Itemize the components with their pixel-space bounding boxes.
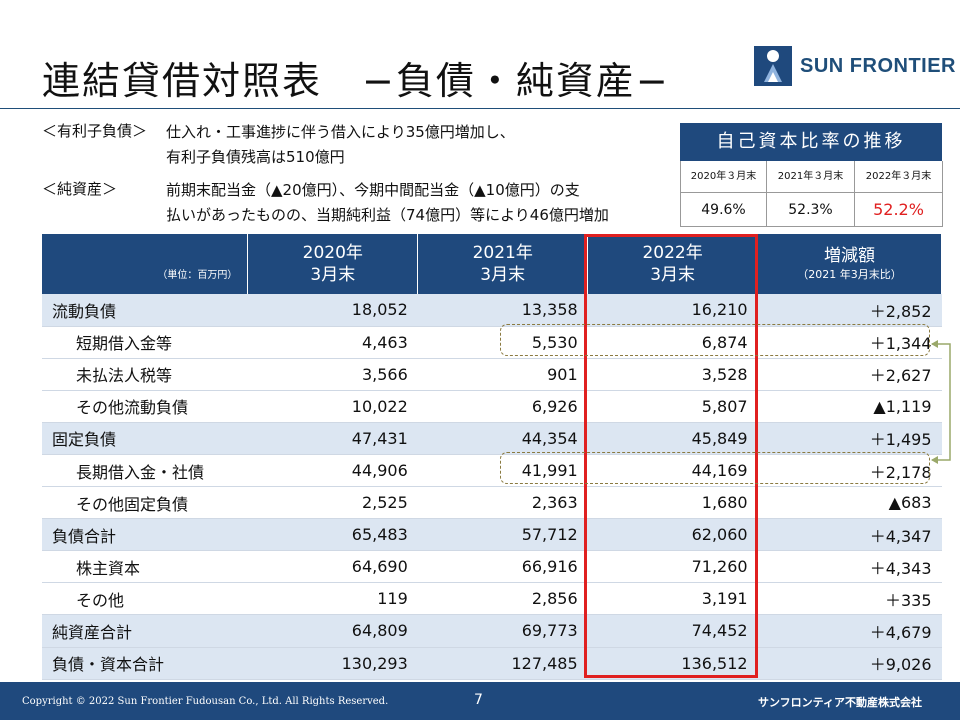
table-row: その他流動負債 10,022 6,926 5,807 ▲1,119 [42,390,942,423]
table-row: 純資産合計 64,809 69,773 74,452 ＋4,679 [42,614,942,648]
column-header-2022: 2022年 3月末 [587,234,759,294]
equity-note-label: ＜純資産＞ [42,180,118,198]
unit-label: （単位：百万円） [42,234,249,294]
table-row: 負債合計 65,483 57,712 62,060 ＋4,347 [42,518,942,552]
equity-ratio-years: 2020年３月末 2021年３月末 2022年３月末 [680,161,943,193]
company-name: サンフロンティア不動産株式会社 [757,696,922,709]
column-header-2020: 2020年 3月末 [247,234,419,294]
page-number: 7 [474,692,483,708]
ratio-value-highlight: 52.2% [855,193,943,227]
table-row: 固定負債 47,431 44,354 45,849 ＋1,495 [42,422,942,455]
equity-note-line1: 前期末配当金（▲20億円）、今期中間配当金（▲10億円）の支 [166,181,580,199]
equity-ratio-title: 自己資本比率の推移 [680,123,942,161]
debt-note-label: ＜有利子負債＞ [42,122,148,140]
logo-text: SUN FRONTIER [800,54,956,77]
balance-sheet-table: （単位：百万円） 2020年 3月末 2021年 3月末 2022年 3月末 増減額（… [42,234,942,680]
table-row: 流動負債 18,052 13,358 16,210 ＋2,852 [42,294,942,327]
footer-bar: Copyright © 2022 Sun Frontier Fudousan C… [0,682,960,720]
table-row: 未払法人税等 3,566 901 3,528 ＋2,627 [42,358,942,391]
debt-note-line1: 仕入れ・工事進捗に伴う借入により35億円増加し、 [166,123,515,141]
table-row: 負債・資本合計 130,293 127,485 136,512 ＋9,026 [42,647,942,680]
column-header-diff: 増減額 （2021 年3月末比） [757,234,942,294]
debt-note-line2: 有利子負債残高は510億円 [166,148,345,166]
table-row: 株主資本 64,690 66,916 71,260 ＋4,343 [42,550,942,584]
equity-note-line2: 払いがあったものの、当期純利益（74億円）等により46億円増加 [166,206,609,224]
sun-frontier-logo-icon [754,46,792,86]
ratio-year: 2022年３月末 [855,161,943,193]
table-row: 短期借入金等 4,463 5,530 6,874 ＋1,344 [42,326,942,359]
table-row: その他 119 2,856 3,191 ＋335 [42,582,942,616]
copyright-text: Copyright © 2022 Sun Frontier Fudousan C… [22,696,389,707]
page-title: 連結貸借対照表 −負債・純資産− [42,59,670,103]
ratio-value: 49.6% [681,193,767,227]
column-header-2021: 2021年 3月末 [417,234,589,294]
equity-ratio-values: 49.6% 52.3% 52.2% [680,193,943,227]
equity-ratio-box: 自己資本比率の推移 2020年３月末 2021年３月末 2022年３月末 49.… [680,123,943,227]
table-header-row: （単位：百万円） 2020年 3月末 2021年 3月末 2022年 3月末 増減額（… [42,234,942,294]
table-row: その他固定負債 2,525 2,363 1,680 ▲683 [42,486,942,520]
table-row: 長期借入金・社債 44,906 41,991 44,169 ＋2,178 [42,454,942,488]
company-logo: SUN FRONTIER [752,44,956,88]
title-divider [0,108,960,109]
ratio-year: 2020年３月末 [681,161,767,193]
ratio-year: 2021年３月末 [767,161,855,193]
ratio-value: 52.3% [767,193,855,227]
